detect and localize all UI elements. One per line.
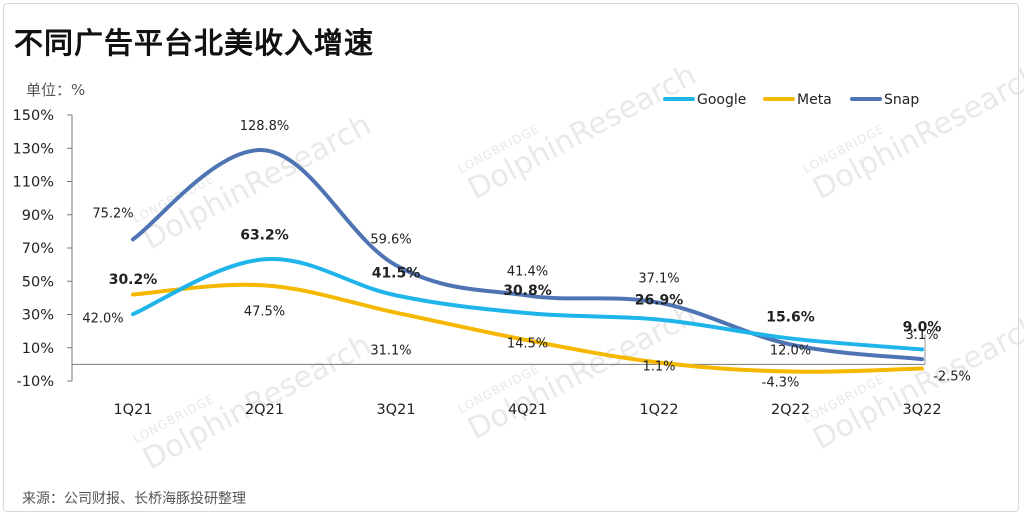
x-tick-label: 3Q22 bbox=[902, 402, 941, 418]
data-label-snap: 37.1% bbox=[638, 272, 679, 287]
y-tick-label: 150% bbox=[13, 108, 54, 124]
data-label-meta: 47.5% bbox=[244, 304, 285, 319]
data-label-snap: 3.1% bbox=[905, 328, 938, 343]
data-label-google: 9.0% bbox=[903, 319, 942, 335]
data-label-google: 15.6% bbox=[766, 309, 815, 325]
legend-label-snap: Snap bbox=[884, 92, 919, 108]
chart-title: 不同广告平台北美收入增速 bbox=[14, 26, 375, 60]
data-label-meta: -4.3% bbox=[762, 376, 800, 391]
y-tick-label: 90% bbox=[22, 208, 54, 224]
x-tick-label: 3Q21 bbox=[376, 402, 415, 418]
data-label-snap: 59.6% bbox=[370, 232, 411, 247]
data-label-meta: 31.1% bbox=[370, 344, 411, 359]
y-tick-label: 70% bbox=[22, 241, 54, 257]
x-tick-label: 2Q22 bbox=[771, 402, 810, 418]
x-tick-label: 4Q21 bbox=[508, 402, 547, 418]
series-line-meta bbox=[131, 282, 924, 374]
y-tick-label: 10% bbox=[22, 341, 54, 357]
data-label-meta: 14.5% bbox=[507, 336, 548, 351]
data-label-google: 30.8% bbox=[503, 283, 552, 299]
data-label-snap: 128.8% bbox=[240, 119, 290, 134]
data-label-google: 30.2% bbox=[109, 272, 158, 288]
data-label-meta: 42.0% bbox=[82, 312, 123, 327]
svg-text:DolphinResearch: DolphinResearch bbox=[807, 57, 1024, 207]
data-label-snap: 75.2% bbox=[92, 206, 133, 221]
chart-frame bbox=[3, 3, 1019, 512]
data-label-google: 63.2% bbox=[240, 227, 289, 243]
y-tick-label: 130% bbox=[13, 141, 54, 157]
source-note: 来源：公司财报、长桥海豚投研整理 bbox=[22, 491, 246, 507]
y-tick-label: 30% bbox=[22, 308, 54, 324]
data-label-meta: 1.1% bbox=[642, 360, 675, 375]
data-label-snap: 12.0% bbox=[770, 343, 811, 358]
x-tick-label: 1Q22 bbox=[639, 402, 678, 418]
series-line-google bbox=[131, 257, 924, 352]
legend-label-google: Google bbox=[697, 92, 746, 108]
legend-label-meta: Meta bbox=[797, 92, 832, 108]
y-tick-label: 50% bbox=[22, 274, 54, 290]
series-line-snap bbox=[131, 148, 924, 362]
svg-text:DolphinResearch: DolphinResearch bbox=[462, 57, 702, 207]
x-tick-label: 1Q21 bbox=[113, 402, 152, 418]
y-tick-label: -10% bbox=[17, 374, 54, 390]
data-label-meta: -2.5% bbox=[933, 370, 971, 385]
y-tick-label: 110% bbox=[13, 175, 54, 191]
x-tick-label: 2Q21 bbox=[245, 402, 284, 418]
unit-label: 单位：% bbox=[26, 81, 86, 99]
data-label-snap: 41.4% bbox=[507, 265, 548, 280]
data-label-google: 41.5% bbox=[372, 265, 421, 281]
data-label-google: 26.9% bbox=[635, 293, 684, 309]
